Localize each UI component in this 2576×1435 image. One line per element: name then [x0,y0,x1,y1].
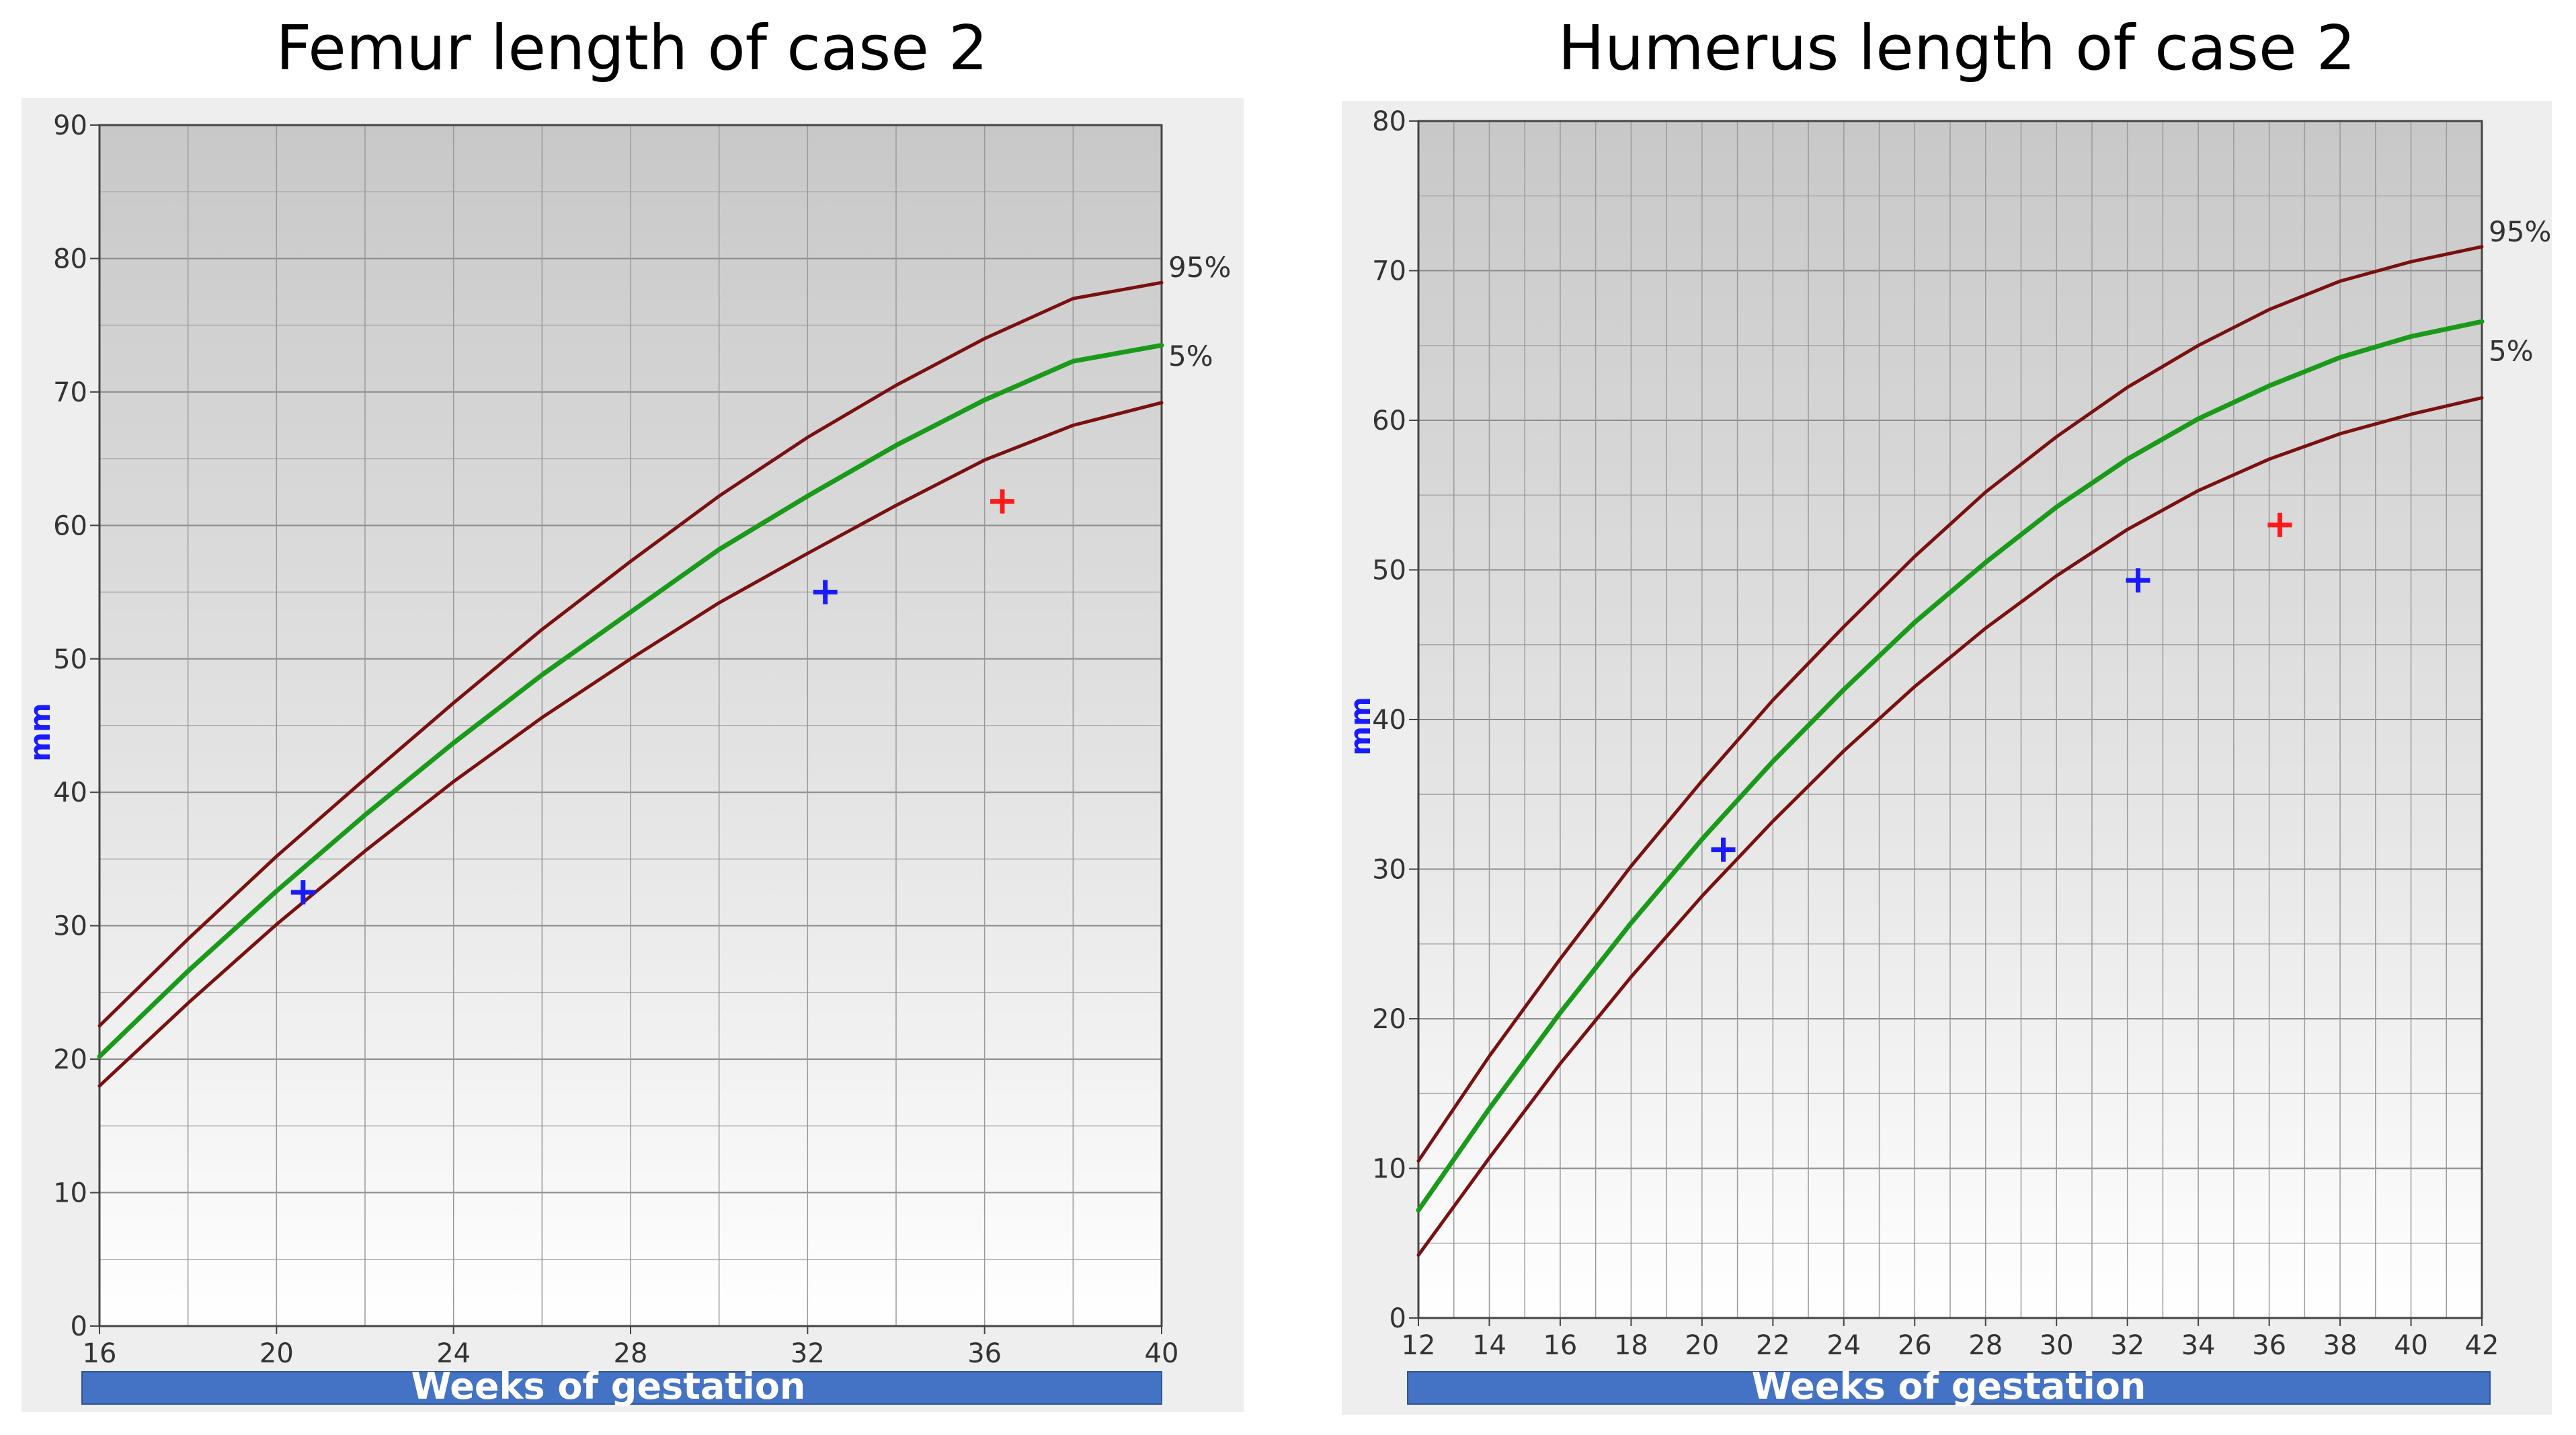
series-line [1416,396,2484,1257]
series-line [97,342,1164,1059]
femur-chart-panel: Femur length of case 2 0 10 20 30 40 50 60 70 80… [22,12,1244,1412]
y-axis-label: mm [24,703,56,762]
series-label: 95% [2489,215,2551,248]
x-tick-label: 28 [614,1338,648,1369]
x-axis-label: Weeks of gestation [1752,1365,2146,1407]
series-label: 95% [1168,251,1231,284]
x-tick-label: 20 [1685,1330,1719,1361]
y-tick-label: 40 [53,777,87,808]
y-tick-label: 80 [1372,106,1406,137]
measurement-marker [2267,512,2292,537]
x-tick-label: 16 [83,1338,117,1369]
series-line [1416,319,2485,1213]
x-tick-label: 40 [2394,1330,2428,1361]
x-tick-label: 36 [2252,1330,2286,1361]
humerus-chart: 0 10 20 30 40 50 60 70 80 12 14 16 18 20 22 24 26 28 30 32 3… [1342,101,2552,1415]
measurement-marker [990,489,1014,514]
series-line [97,401,1164,1088]
y-tick-label: 60 [53,510,87,541]
y-tick-label: 30 [1372,855,1406,886]
x-tick-label: 32 [2110,1330,2144,1361]
x-tick-label: 40 [1145,1338,1179,1369]
measurement-marker [1711,837,1736,862]
x-tick-label: 14 [1472,1330,1506,1361]
x-tick-label: 20 [259,1338,294,1369]
measurement-marker [290,880,315,905]
series-label: 5% [1168,340,1213,373]
y-tick-label: 70 [1372,256,1406,287]
humerus-chart-panel: Humerus length of case 2 0 10 20 30 40 50 60 70… [1288,0,2576,1435]
x-tick-label: 42 [2465,1330,2499,1361]
series-line [97,280,1164,1027]
femur-chart: 0 10 20 30 40 50 60 70 80 90 16 20 24 28 32 36 40 mm Weeks… [22,98,1244,1412]
y-tick-label: 40 [1372,705,1406,736]
x-axis-label: Weeks of gestation [411,1365,806,1407]
measurement-marker [2126,568,2150,593]
x-tick-label: 26 [1898,1330,1932,1361]
y-tick-label: 50 [1372,555,1406,586]
chart-title: Humerus length of case 2 [1558,12,2356,84]
x-tick-label: 16 [1543,1330,1577,1361]
y-tick-label: 60 [1372,405,1406,436]
y-tick-label: 0 [1390,1303,1406,1334]
measurement-marker [813,580,838,605]
y-axis-label: mm [1344,697,1377,756]
x-tick-label: 36 [967,1338,1002,1369]
x-tick-label: 38 [2323,1330,2358,1361]
y-tick-label: 20 [1372,1004,1406,1035]
x-tick-label: 12 [1402,1330,1436,1361]
chart-title: Femur length of case 2 [276,12,988,84]
x-tick-label: 24 [436,1338,471,1369]
y-tick-label: 10 [1372,1154,1406,1185]
y-tick-label: 10 [53,1178,87,1209]
x-axis-label-bar [81,1371,1162,1405]
x-axis-label-bar [1407,1371,2491,1405]
x-tick-label: 32 [791,1338,825,1369]
x-tick-label: 30 [2040,1330,2074,1361]
x-tick-label: 22 [1756,1330,1790,1361]
y-tick-label: 70 [53,377,87,408]
y-tick-label: 0 [71,1311,87,1342]
y-tick-label: 90 [53,110,87,141]
y-tick-label: 30 [53,911,87,942]
y-tick-label: 80 [53,243,87,274]
x-tick-label: 24 [1826,1330,1861,1361]
y-tick-label: 50 [53,644,87,675]
y-tick-label: 20 [53,1044,87,1075]
x-tick-label: 18 [1614,1330,1648,1361]
x-tick-label: 34 [2181,1330,2216,1361]
series-label: 5% [2489,335,2534,368]
x-tick-label: 28 [1968,1330,2003,1361]
series-line [1416,245,2484,1163]
